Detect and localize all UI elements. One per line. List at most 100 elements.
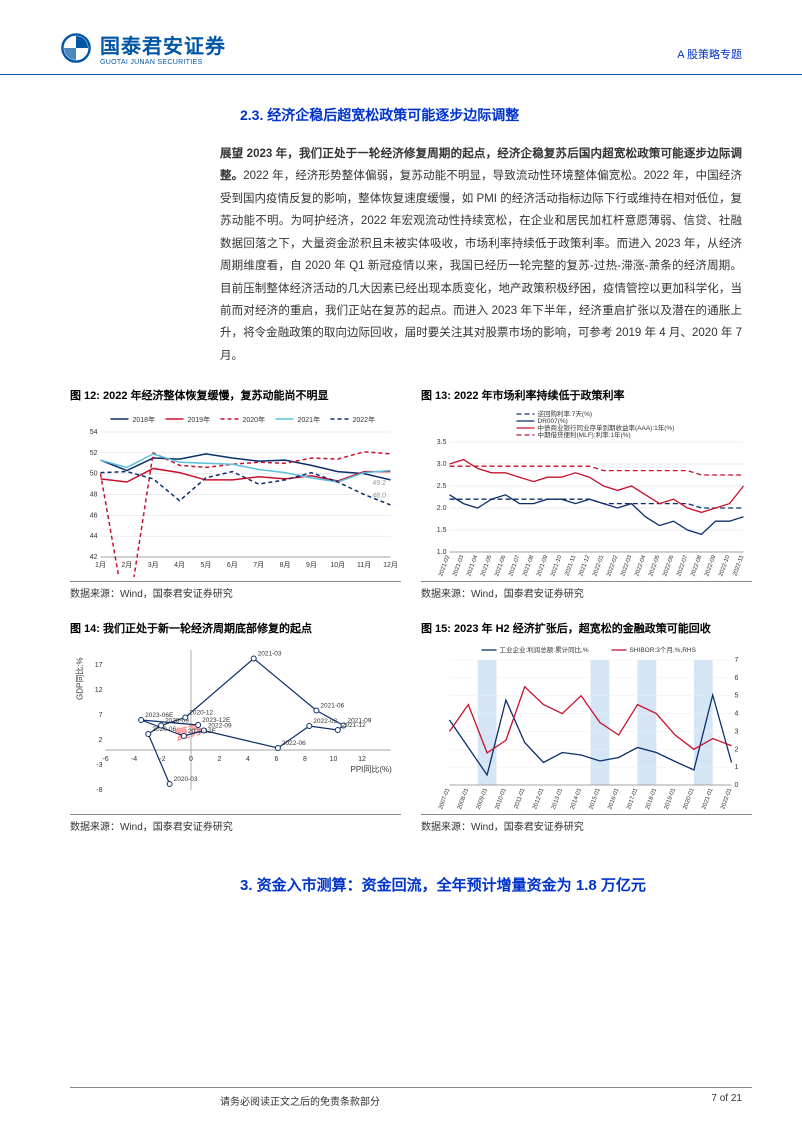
svg-text:2022年: 2022年 (353, 415, 376, 424)
fig15-source: 数据来源：Wind，国泰君安证券研究 (421, 814, 752, 833)
svg-text:2021-02: 2021-02 (438, 554, 451, 577)
svg-text:6: 6 (275, 756, 279, 763)
fig12-source: 数据来源：Wind，国泰君安证券研究 (70, 581, 401, 600)
company-name-cn: 国泰君安证券 (100, 30, 226, 59)
svg-text:9月: 9月 (306, 561, 317, 569)
svg-text:2.5: 2.5 (437, 483, 447, 490)
charts-row-2: 图 14: 我们正处于新一轮经济周期底部修复的起点 -8-3271217-6-4… (70, 620, 752, 833)
svg-text:2022-01: 2022-01 (592, 554, 605, 577)
svg-text:2022-08: 2022-08 (690, 554, 703, 577)
svg-text:2021年: 2021年 (298, 415, 321, 424)
svg-text:2022-12E: 2022-12E (188, 728, 217, 735)
svg-text:17: 17 (95, 662, 103, 669)
svg-text:6月: 6月 (227, 561, 238, 569)
fig13-source: 数据来源：Wind，国泰君安证券研究 (421, 581, 752, 600)
svg-text:-8: -8 (96, 787, 102, 794)
svg-text:3月: 3月 (148, 561, 159, 569)
svg-text:2022-03: 2022-03 (313, 718, 337, 725)
fig13-cell: 图 13: 2022 年市场利率持续低于政策利率 1.01.52.02.53.0… (421, 387, 752, 600)
svg-text:2016-01: 2016-01 (607, 787, 620, 810)
svg-text:2014-01: 2014-01 (570, 787, 583, 810)
section-2-3-body: 展望 2023 年，我们正处于一轮经济修复周期的起点，经济企稳复苏后国内超宽松政… (220, 143, 742, 367)
svg-text:2021-05: 2021-05 (480, 554, 493, 577)
svg-text:1月: 1月 (95, 561, 106, 569)
svg-text:2023-06E: 2023-06E (145, 712, 174, 719)
svg-text:3: 3 (735, 729, 739, 736)
svg-text:-4: -4 (131, 756, 137, 763)
svg-text:2021-09: 2021-09 (536, 554, 549, 577)
svg-text:46: 46 (90, 513, 98, 520)
svg-text:12月: 12月 (383, 561, 398, 569)
fig14-chart: -8-3271217-6-4-2024681012PPI同比(%)GDP同比:%… (70, 640, 401, 810)
svg-text:2020-01: 2020-01 (683, 787, 696, 810)
svg-text:2020年: 2020年 (243, 415, 266, 424)
fig14-title: 图 14: 我们正处于新一轮经济周期底部修复的起点 (70, 620, 401, 636)
section-3-title: 3. 资金入市测算：资金回流，全年预计增量资金为 1.8 万亿元 (240, 868, 742, 904)
svg-text:2021-12: 2021-12 (342, 722, 366, 729)
fig14-source: 数据来源：Wind，国泰君安证券研究 (70, 814, 401, 833)
svg-text:2017-01: 2017-01 (626, 787, 639, 810)
svg-text:-3: -3 (96, 762, 102, 769)
svg-text:2021-06: 2021-06 (320, 703, 344, 710)
svg-text:-6: -6 (102, 756, 108, 763)
charts-row-1: 图 12: 2022 年经济整体恢复缓慢，复苏动能尚不明显 42 44 46 48 50… (70, 387, 752, 600)
fig13-chart: 1.01.52.02.53.03.52021-022021-032021-042… (421, 407, 752, 577)
svg-text:2019-01: 2019-01 (664, 787, 677, 810)
svg-text:工业企业:利润总额:累计同比,%: 工业企业:利润总额:累计同比,% (500, 645, 589, 654)
svg-text:逆回购利率:7天(%): 逆回购利率:7天(%) (538, 409, 593, 418)
svg-text:6: 6 (735, 675, 739, 682)
svg-text:SHIBOR:3个月,%,RHS: SHIBOR:3个月,%,RHS (630, 646, 697, 654)
svg-text:2020-03: 2020-03 (174, 776, 198, 783)
svg-text:DR007(%): DR007(%) (538, 418, 568, 425)
svg-text:2022-10: 2022-10 (718, 554, 731, 577)
svg-text:2021-11: 2021-11 (564, 554, 577, 577)
svg-text:2018年: 2018年 (133, 415, 156, 424)
svg-text:中债商业银行同业存单到期收益率(AAA):1年(%): 中债商业银行同业存单到期收益率(AAA):1年(%) (538, 423, 675, 432)
svg-text:12: 12 (95, 687, 103, 694)
fig12-title: 图 12: 2022 年经济整体恢复缓慢，复苏动能尚不明显 (70, 387, 401, 403)
svg-text:2022-09: 2022-09 (704, 554, 717, 577)
svg-text:2022-07: 2022-07 (676, 554, 689, 577)
svg-text:2020-12: 2020-12 (189, 710, 213, 717)
company-logo-block: 国泰君安证券 GUOTAI JUNAN SECURITIES (60, 30, 226, 66)
fig13-title: 图 13: 2022 年市场利率持续低于政策利率 (421, 387, 752, 403)
svg-text:2008-01: 2008-01 (457, 787, 470, 810)
svg-text:2: 2 (218, 756, 222, 763)
section-2-3-title: 2.3. 经济企稳后超宽松政策可能逐步边际调整 (240, 105, 802, 125)
svg-text:2: 2 (735, 747, 739, 754)
svg-text:7: 7 (99, 712, 103, 719)
svg-text:2009-01: 2009-01 (476, 787, 489, 810)
svg-text:2007-01: 2007-01 (438, 787, 451, 810)
svg-text:4: 4 (246, 756, 250, 763)
svg-text:4月: 4月 (174, 561, 185, 569)
svg-text:2021-06: 2021-06 (494, 554, 507, 577)
svg-text:50: 50 (90, 471, 98, 478)
svg-text:49.2: 49.2 (372, 480, 386, 487)
svg-text:2022-06: 2022-06 (282, 740, 306, 747)
svg-text:1: 1 (735, 764, 739, 771)
svg-text:42: 42 (90, 554, 98, 561)
fig14-cell: 图 14: 我们正处于新一轮经济周期底部修复的起点 -8 -3 2 7 12 17 -6 -4… (70, 620, 401, 833)
fig15-title: 图 15: 2023 年 H2 经济扩张后，超宽松的金融政策可能回收 (421, 620, 752, 636)
svg-text:2022-11: 2022-11 (732, 554, 745, 577)
svg-text:3.5: 3.5 (437, 439, 447, 446)
fig12-cell: 图 12: 2022 年经济整体恢复缓慢，复苏动能尚不明显 42 44 46 48 50… (70, 387, 401, 600)
svg-text:48: 48 (90, 492, 98, 499)
svg-text:2021-03: 2021-03 (258, 651, 282, 658)
svg-text:2010-01: 2010-01 (495, 787, 508, 810)
body-rest: 2022 年，经济形势整体偏弱，复苏动能不明显，导致流动性环境整体偏宽松。202… (220, 170, 742, 361)
company-logo-icon (60, 32, 92, 64)
svg-text:5月: 5月 (201, 561, 212, 569)
svg-text:2020-06: 2020-06 (152, 726, 176, 733)
svg-text:10月: 10月 (330, 561, 345, 569)
fig12-chart: 424446485052541月2月3月4月5月6月7月8月9月10月11月12… (70, 407, 401, 577)
svg-text:52: 52 (90, 450, 98, 457)
svg-text:4: 4 (735, 711, 739, 718)
svg-text:0: 0 (735, 782, 739, 789)
svg-text:12: 12 (358, 756, 366, 763)
svg-text:44: 44 (90, 533, 98, 540)
svg-text:10: 10 (330, 756, 338, 763)
svg-text:2月: 2月 (121, 561, 132, 569)
svg-text:54: 54 (90, 429, 98, 436)
svg-text:2023-12E: 2023-12E (202, 717, 231, 724)
